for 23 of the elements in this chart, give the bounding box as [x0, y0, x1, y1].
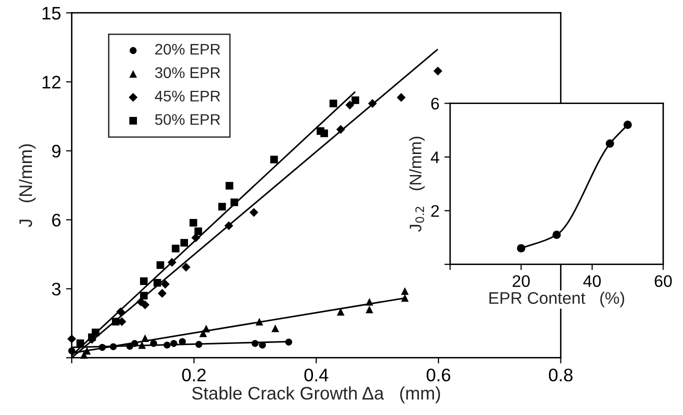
y-tick-label: 15 — [42, 6, 61, 20]
x-tick-label: 0.8 — [548, 368, 573, 382]
text: J$_{0.2}$ (N/mm) — [409, 136, 425, 232]
legend-label: 45% EPR — [154, 90, 220, 102]
x-axis-title: EPR Content (%) — [489, 292, 624, 308]
x-tick-label: 0.6 — [426, 368, 450, 382]
y-tick-label: 6 — [52, 214, 61, 227]
y-tick-label: 12 — [42, 76, 60, 88]
legend-label: 30% EPR — [155, 67, 220, 78]
x-tick-label: 0.4 — [304, 368, 328, 382]
legend-label: 20% EPR — [155, 44, 220, 55]
legend-label: 50% EPR — [155, 114, 220, 125]
x-tick-label: 0.2 — [182, 368, 206, 382]
y-tick-label: 6 — [431, 98, 439, 110]
x-tick-label: 60 — [654, 275, 672, 288]
y-axis-title: J (N/mm) — [18, 144, 36, 228]
y-tick-label: 4 — [430, 152, 440, 164]
y-tick-label: 3 — [52, 282, 61, 296]
x-tick-label: 20 — [512, 275, 530, 288]
y-tick-label: 9 — [52, 144, 60, 158]
x-tick-label: 40 — [583, 275, 601, 288]
x-axis-title: Stable Crack Growth Δa (mm) — [192, 386, 440, 404]
y-tick-label: 2 — [431, 205, 439, 217]
